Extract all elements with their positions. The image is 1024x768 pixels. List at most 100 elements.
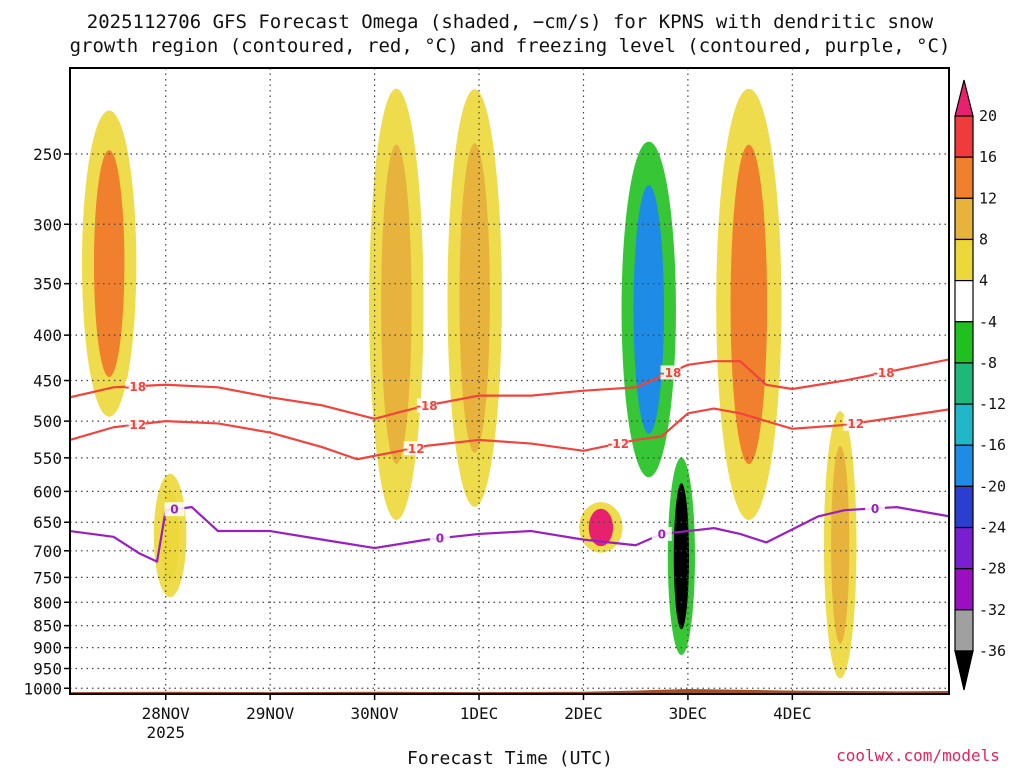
y-tick-label: 700 (33, 542, 62, 561)
colorbar-segment (954, 609, 974, 652)
colorbar-tick-label: 4 (979, 272, 988, 290)
y-tick-label: 450 (33, 372, 62, 391)
x-tick-label: 30NOV (351, 704, 400, 723)
colorbar-tick-label: 12 (979, 189, 997, 207)
contour-minus12-label-bg (843, 416, 864, 431)
y-tick-label: 250 (33, 145, 62, 164)
contour-minus18-label: -18 (660, 366, 682, 380)
colorbar-segment (954, 362, 974, 405)
contour-minus18-label-bg (125, 379, 146, 394)
omega-shading-core (588, 508, 614, 547)
y-tick-label: 800 (33, 593, 62, 612)
y-tick-label: 500 (33, 412, 62, 431)
contour-minus12-label: -12 (124, 418, 146, 432)
colorbar-top-arrow (954, 79, 974, 117)
contour-minus12-label: -12 (403, 442, 425, 456)
colorbar-segment (954, 403, 974, 446)
colorbar-segment (954, 115, 974, 158)
colorbar-tick-label: -8 (979, 354, 997, 372)
x-tick-label: 1DEC (460, 704, 499, 723)
chart-title-line-1: 2025112706 GFS Forecast Omega (shaded, −… (87, 11, 934, 33)
contour-minus12-label-bg (403, 441, 424, 456)
grid-lines (70, 68, 949, 694)
credit-text: coolwx.com/models (836, 746, 1000, 765)
omega-shading-core (93, 150, 125, 378)
colorbar-tick-label: -16 (979, 436, 1006, 454)
contour-minus18-label-bg (660, 365, 681, 380)
contour-minus12-label-bg (608, 436, 629, 451)
y-tick-label: 900 (33, 639, 62, 658)
contour-freezing-label-bg (429, 531, 450, 546)
x-tick-label: 28NOV (142, 704, 191, 723)
y-tick-label: 750 (33, 568, 62, 587)
colorbar: 20 16 12 8 4 -4 -8 -12 -16 -20 -24 -28 -32 -36 (954, 79, 1006, 691)
y-tick-label: 350 (33, 275, 62, 294)
contour-minus18-label: -18 (873, 366, 895, 380)
x-tick-label: 29NOV (246, 704, 295, 723)
contour-freezing-label: 0 (170, 503, 178, 517)
colorbar-segment (954, 197, 974, 241)
plot-background (70, 68, 949, 694)
plot-area: -18 -18 -18 -18 -12 -12 -12 -12 0 0 0 0 (69, 67, 950, 695)
contour-minus18-label: -18 (124, 380, 146, 394)
contour-lines: -18 -18 -18 -18 -12 -12 -12 -12 0 0 0 0 (70, 358, 949, 563)
contour-minus18-line (70, 358, 949, 420)
y-tick-label: 1000 (23, 679, 62, 698)
colorbar-segment (954, 238, 974, 282)
contour-freezing-line (70, 506, 949, 563)
contour-minus12-label-bg (125, 417, 146, 432)
y-tick-label: 650 (33, 513, 62, 532)
colorbar-tick-label: 8 (979, 230, 988, 248)
contour-freezing-label: 0 (871, 502, 879, 516)
y-tick-label: 550 (33, 449, 62, 468)
contour-minus18-label-bg (416, 398, 437, 413)
chart-title-line-2: growth region (contoured, red, °C) and f… (70, 35, 951, 57)
y-tick-label: 950 (33, 659, 62, 678)
colorbar-tick-label: -20 (979, 477, 1006, 495)
colorbar-tick-label: 20 (979, 107, 997, 125)
y-tick-label: 300 (33, 215, 62, 234)
contour-freezing-label: 0 (436, 532, 444, 546)
terrain-fill (70, 689, 949, 694)
colorbar-segment (954, 156, 974, 199)
colorbar-tick-label: -24 (979, 519, 1006, 537)
contour-freezing-label: 0 (658, 527, 666, 541)
colorbar-segment (954, 444, 974, 487)
omega-shading-core (831, 445, 850, 644)
contour-minus12-line (70, 407, 949, 461)
contour-freezing-label-bg (164, 502, 185, 517)
contour-minus12-label: -12 (842, 417, 864, 431)
colorbar-tick-label: -28 (979, 560, 1006, 578)
y-axis-ticks: 250 300 350 400 450 500 550 600 650 700 750 800 850 9… (23, 145, 70, 698)
contour-minus18-label-bg (873, 365, 894, 380)
terrain-layer (70, 689, 949, 694)
colorbar-bottom-arrow (954, 650, 974, 691)
x-year-label: 2025 (146, 723, 185, 742)
y-tick-label: 400 (33, 326, 62, 345)
omega-shading-core (381, 144, 412, 465)
colorbar-tick-label: -36 (979, 642, 1006, 660)
colorbar-tick-label: -4 (979, 313, 997, 331)
omega-shading-core (633, 185, 664, 434)
omega-shading-core (673, 483, 689, 630)
colorbar-tick-label: -12 (979, 395, 1006, 413)
omega-shading-core (459, 143, 490, 453)
x-tick-label: 2DEC (564, 704, 603, 723)
colorbar-segment (954, 321, 974, 364)
colorbar-segment (954, 568, 974, 611)
contour-freezing-label-bg (865, 501, 886, 516)
x-tick-label: 4DEC (773, 704, 812, 723)
colorbar-segment (954, 280, 974, 323)
contour-minus12-label: -12 (607, 437, 629, 451)
x-tick-label: 3DEC (669, 704, 708, 723)
x-axis-label: Forecast Time (UTC) (407, 748, 613, 768)
colorbar-tick-label: -32 (979, 601, 1006, 619)
y-tick-label: 850 (33, 617, 62, 636)
contour-freezing-label-bg (651, 526, 672, 541)
colorbar-tick-label: 16 (979, 148, 997, 166)
contour-minus18-label: -18 (416, 399, 438, 413)
y-tick-label: 600 (33, 482, 62, 501)
colorbar-segment (954, 485, 974, 529)
